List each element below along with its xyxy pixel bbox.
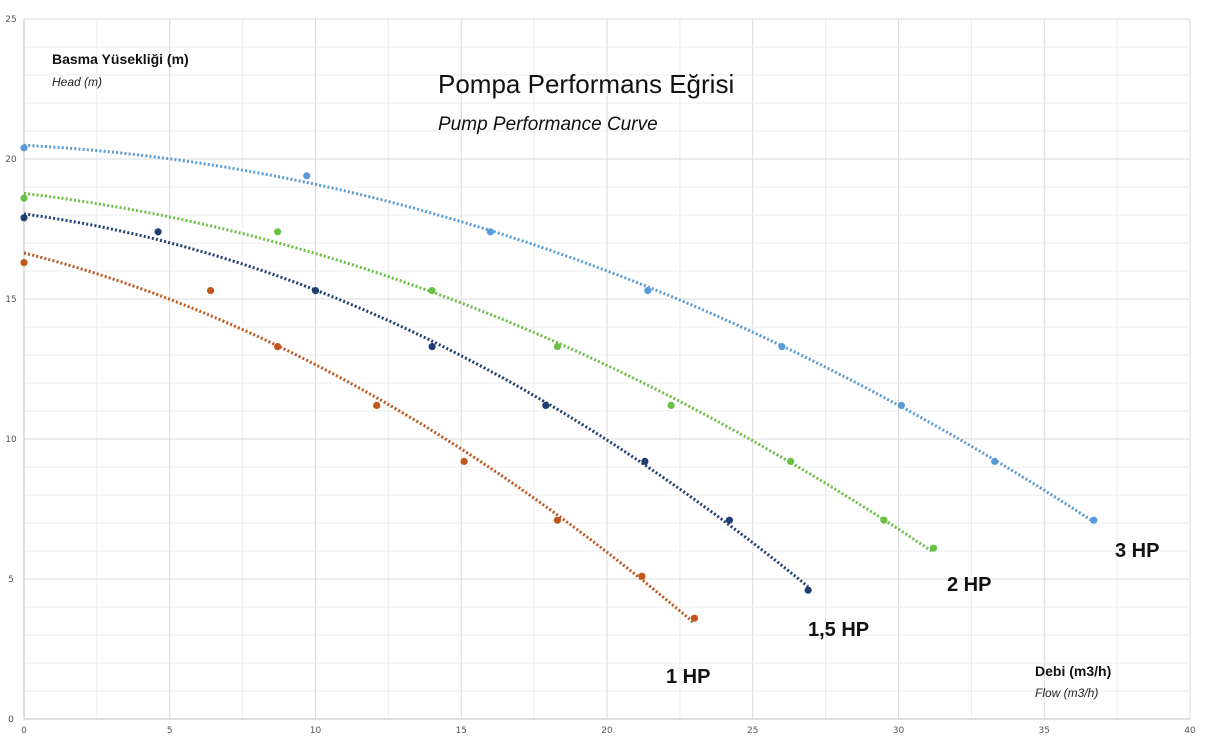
data-point [373,401,381,409]
x-tick-label: 40 [1184,726,1196,736]
x-axis-sublabel: Flow (m3/h) [1035,686,1098,700]
data-point [206,287,215,295]
data-point [553,343,562,351]
data-point [880,516,888,524]
x-tick-label: 35 [1039,726,1050,736]
x-tick-label: 15 [456,726,467,736]
data-point [641,457,649,465]
y-tick-label: 0 [8,715,14,725]
data-point [311,287,320,295]
chart-title: Pompa Performans Eğrisi [438,69,734,99]
data-point [20,214,28,222]
y-tick-label: 25 [5,15,16,25]
data-point [638,572,646,580]
data-point [542,401,550,409]
trendline-series-2 [23,191,935,554]
trendline-series-1 [23,212,810,588]
y-axis-label: Basma Yüsekliği (m) [52,51,189,67]
y-axis-sublabel: Head (m) [52,75,102,89]
data-point [20,144,28,152]
data-point [428,287,436,295]
series-label-3hp: 3 HP [1115,540,1159,562]
series-label-1-5hp: 1,5 HP [808,619,869,641]
data-point [667,401,675,409]
data-point [274,343,282,351]
y-tick-label: 20 [5,155,17,165]
data-point [20,194,28,202]
series-label-1hp: 1 HP [666,666,710,688]
y-tick-label: 5 [8,575,14,585]
data-point [486,228,494,236]
data-point [787,457,795,465]
x-tick-label: 0 [21,726,27,736]
data-point [428,343,436,351]
data-point [1090,516,1098,524]
data-points [20,144,1098,622]
trendline-series-0 [23,251,696,625]
data-point [991,457,999,465]
x-tick-label: 30 [893,726,905,736]
data-point [725,516,734,524]
data-point [20,259,28,267]
trendline-series-3 [23,143,1095,524]
data-point [303,172,311,180]
data-point [644,287,652,295]
axes: 0 5 10 15 20 25 30 35 40 0 5 10 15 20 25 [5,15,1196,736]
x-tick-label: 20 [601,726,613,736]
data-point [897,401,906,409]
data-point [154,228,162,236]
data-point [929,544,938,552]
x-tick-label: 5 [167,726,173,736]
data-point [778,343,786,351]
data-point [804,586,812,594]
x-tick-label: 10 [310,726,322,736]
series-label-2hp: 2 HP [947,574,991,596]
y-tick-label: 15 [5,295,16,305]
x-tick-label: 25 [747,726,758,736]
chart-subtitle: Pump Performance Curve [438,114,658,135]
data-point [553,516,562,524]
y-tick-label: 10 [5,435,17,445]
data-point [460,457,468,465]
x-axis-label: Debi (m3/h) [1035,663,1111,679]
gridlines [23,18,1191,720]
data-point [690,614,699,622]
trendlines [23,143,1095,625]
data-point [274,228,282,236]
